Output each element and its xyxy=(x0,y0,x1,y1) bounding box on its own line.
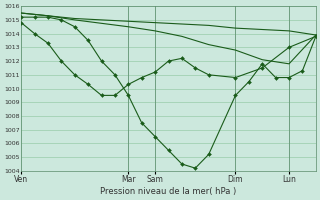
X-axis label: Pression niveau de la mer( hPa ): Pression niveau de la mer( hPa ) xyxy=(100,187,236,196)
